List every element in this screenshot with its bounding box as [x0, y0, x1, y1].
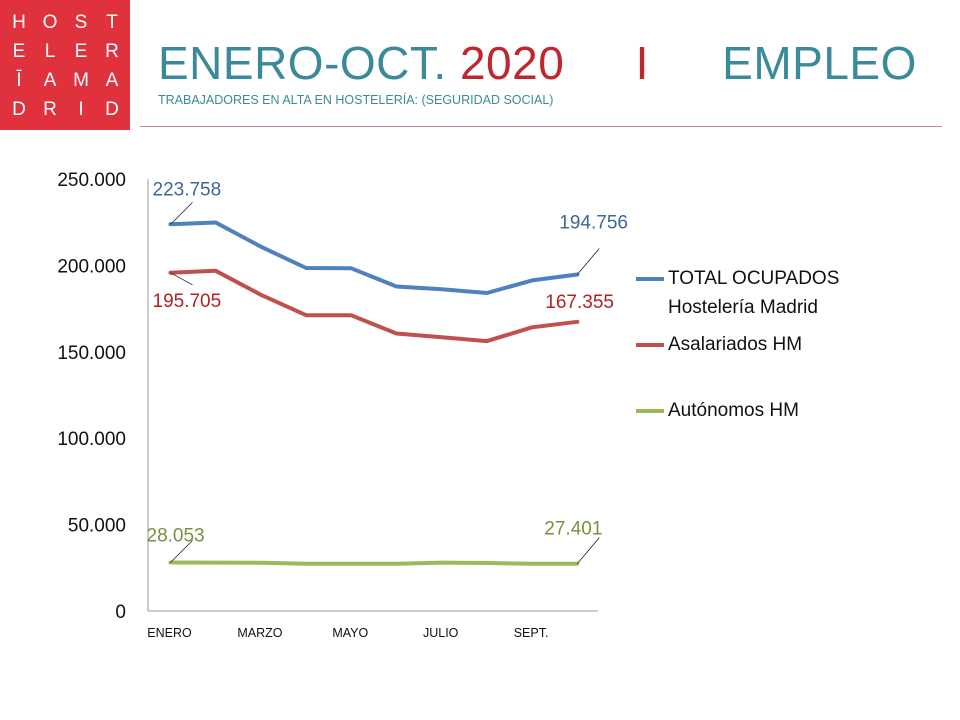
- data-label-leader: [576, 537, 600, 564]
- legend-swatch: [636, 343, 664, 347]
- y-tick-label: 0: [115, 602, 126, 623]
- series-line-2: [168, 268, 580, 344]
- x-tick-label: MAYO: [332, 626, 368, 640]
- logo-letter: E: [12, 41, 26, 62]
- page-title: ENERO-OCT. 2020 I EMPLEO: [158, 36, 917, 90]
- x-tick-label: JULIO: [423, 626, 459, 640]
- header-divider: [140, 126, 942, 127]
- logo-letter: L: [44, 41, 56, 62]
- data-label-last: 194.756: [559, 212, 628, 233]
- logo-letter: T: [106, 12, 118, 33]
- logo-letter: R: [43, 99, 57, 120]
- data-label-last: 167.355: [545, 292, 614, 313]
- legend-label: TOTAL OCUPADOS Hostelería Madrid: [668, 264, 839, 322]
- logo-letter: D: [105, 99, 119, 120]
- title-part2: EMPLEO: [722, 37, 917, 89]
- title-year: 2020: [459, 37, 565, 89]
- title-separator: I: [635, 37, 649, 89]
- title-part1: ENERO-OCT.: [158, 37, 447, 89]
- logo-letter: S: [74, 12, 88, 33]
- data-label-leader: [170, 202, 193, 225]
- logo-letter: Ī: [16, 70, 22, 91]
- legend-swatch: [636, 409, 664, 413]
- x-tick-label: MARZO: [237, 626, 282, 640]
- legend-label-line: Autónomos HM: [668, 400, 799, 421]
- y-tick-label: 200.000: [57, 256, 126, 277]
- y-tick-label: 50.000: [68, 516, 126, 537]
- data-label-leader: [576, 248, 600, 275]
- legend-label: Asalariados HM: [668, 330, 802, 359]
- data-label-last: 27.401: [544, 519, 602, 540]
- x-tick-label: SEPT.: [514, 626, 549, 640]
- logo-letter: A: [43, 70, 57, 91]
- data-label-first: 28.053: [147, 526, 205, 547]
- legend-label-line: TOTAL OCUPADOS: [668, 268, 840, 289]
- data-label-first: 195.705: [153, 291, 222, 312]
- legend-swatch: [636, 277, 664, 281]
- series-line-3: [168, 560, 580, 566]
- series-line-1: [168, 220, 580, 295]
- data-label-first: 223.758: [153, 179, 222, 200]
- logo-letter: E: [74, 41, 88, 62]
- legend-label-line: Asalariados HM: [668, 334, 803, 355]
- logo-letter: I: [78, 99, 84, 120]
- legend-label: Autónomos HM: [668, 396, 799, 425]
- logo-letter: H: [12, 12, 26, 33]
- y-tick-label: 250.000: [57, 170, 126, 191]
- y-tick-label: 100.000: [57, 429, 126, 450]
- data-label-leader: [170, 540, 193, 563]
- data-label-leader: [170, 272, 193, 286]
- page-subtitle: TRABAJADORES EN ALTA EN HOSTELERÍA: (SEG…: [158, 93, 554, 107]
- legend-label-line: Hostelería Madrid: [668, 297, 818, 318]
- logo-letter: D: [12, 99, 26, 120]
- logo-letter: O: [42, 12, 58, 33]
- logo-letter: A: [105, 70, 119, 91]
- y-tick-label: 150.000: [57, 343, 126, 364]
- x-tick-label: ENERO: [147, 626, 192, 640]
- logo-letter: R: [105, 41, 119, 62]
- logo-letter: M: [73, 70, 89, 91]
